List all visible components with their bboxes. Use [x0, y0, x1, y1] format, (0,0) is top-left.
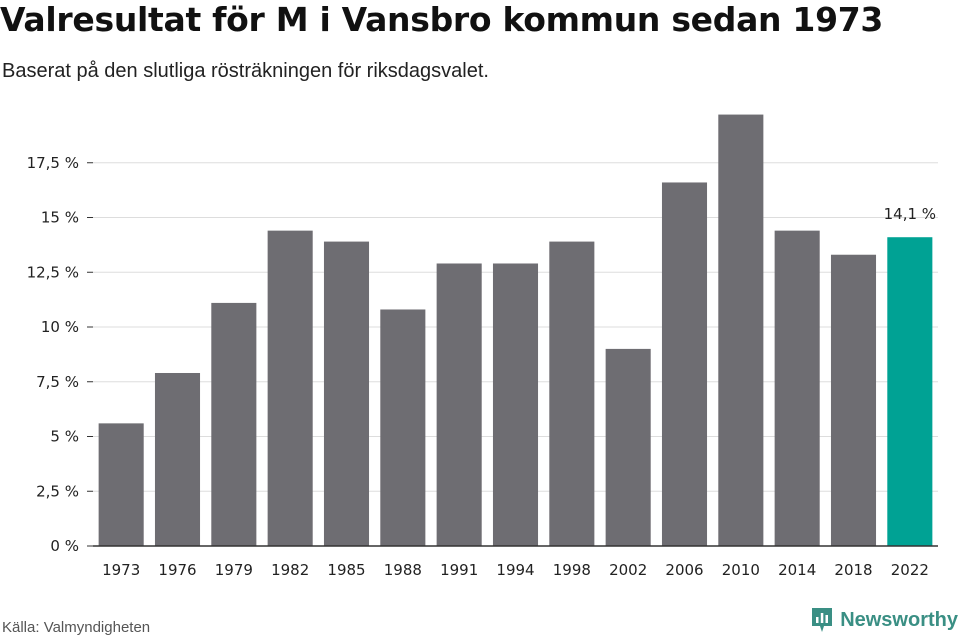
x-tick-label: 1988: [384, 561, 422, 579]
bar-1998: [549, 241, 595, 546]
x-tick-label: 1979: [215, 561, 253, 579]
x-tick-label: 1998: [553, 561, 591, 579]
bar-2002: [605, 348, 651, 546]
y-tick-label: 17,5 %: [27, 154, 79, 172]
y-tick-label: 12,5 %: [27, 263, 79, 281]
bar-1991: [436, 263, 482, 546]
x-tick-label: 2018: [834, 561, 872, 579]
x-tick-label: 1982: [271, 561, 309, 579]
x-tick-label: 1985: [327, 561, 365, 579]
x-tick-label: 2002: [609, 561, 647, 579]
bar-1982: [267, 230, 313, 546]
bar-2022: [887, 237, 933, 546]
bar-chart: 0 % 2,5 % 5 % 7,5 % 10 % 12,5 % 15 % 17,5 % 1973…: [27, 114, 938, 579]
bar-2010: [718, 114, 764, 546]
bar-2014: [774, 230, 820, 546]
chart-title: Valresultat för M i Vansbro kommun sedan…: [0, 0, 884, 39]
bar-1976: [154, 372, 201, 546]
bar-1985: [323, 241, 370, 546]
x-tick-label: 1976: [158, 561, 196, 579]
x-tick-label: 2014: [778, 561, 816, 579]
y-tick-label: 0 %: [50, 537, 79, 555]
x-tick-label: 1994: [496, 561, 534, 579]
y-tick-label: 7,5 %: [36, 373, 79, 391]
bar-1973: [98, 423, 144, 546]
bar-2006: [661, 182, 708, 546]
data-label: 14,1 %: [884, 205, 936, 223]
x-tick-label: 2022: [891, 561, 929, 579]
x-tick-label: 2006: [665, 561, 703, 579]
y-tick-label: 2,5 %: [36, 482, 79, 500]
bar-2018: [830, 254, 877, 547]
brand-name: Newsworthy: [840, 608, 958, 631]
y-tick-label: 5 %: [50, 428, 79, 446]
source-note: Källa: Valmyndigheten: [2, 619, 151, 636]
newsworthy-logo-icon: [812, 608, 833, 632]
x-tick-label: 2010: [722, 561, 760, 579]
bar-1979: [211, 302, 257, 546]
chart-subtitle: Baserat på den slutliga rösträkningen fö…: [2, 60, 489, 82]
brand-logo: Newsworthy: [810, 606, 958, 634]
bar-1988: [380, 309, 426, 546]
bar-1994: [492, 263, 539, 546]
x-tick-label: 1991: [440, 561, 478, 579]
y-tick-label: 10 %: [41, 318, 79, 336]
x-tick-label: 1973: [102, 561, 140, 579]
y-tick-label: 15 %: [41, 209, 79, 227]
